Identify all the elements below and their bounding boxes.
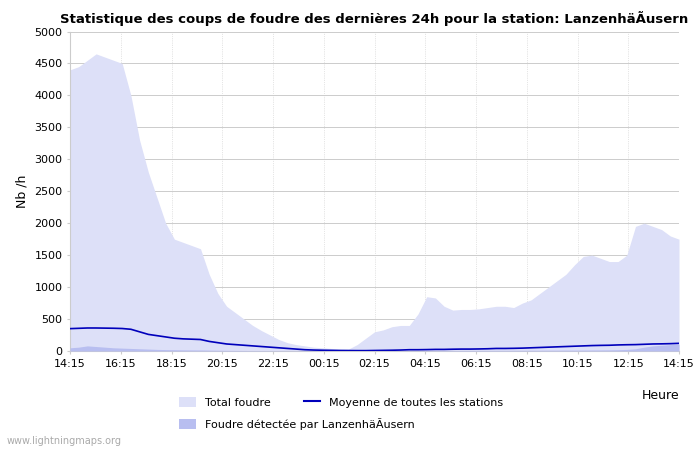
Legend: Foudre détectée par LanzenhäÃusern: Foudre détectée par LanzenhäÃusern [179,418,414,430]
Y-axis label: Nb /h: Nb /h [15,175,29,208]
Text: www.lightningmaps.org: www.lightningmaps.org [7,436,122,446]
Text: Heure: Heure [641,389,679,402]
Title: Statistique des coups de foudre des dernières 24h pour la station: LanzenhäÃuser: Statistique des coups de foudre des dern… [60,11,689,26]
